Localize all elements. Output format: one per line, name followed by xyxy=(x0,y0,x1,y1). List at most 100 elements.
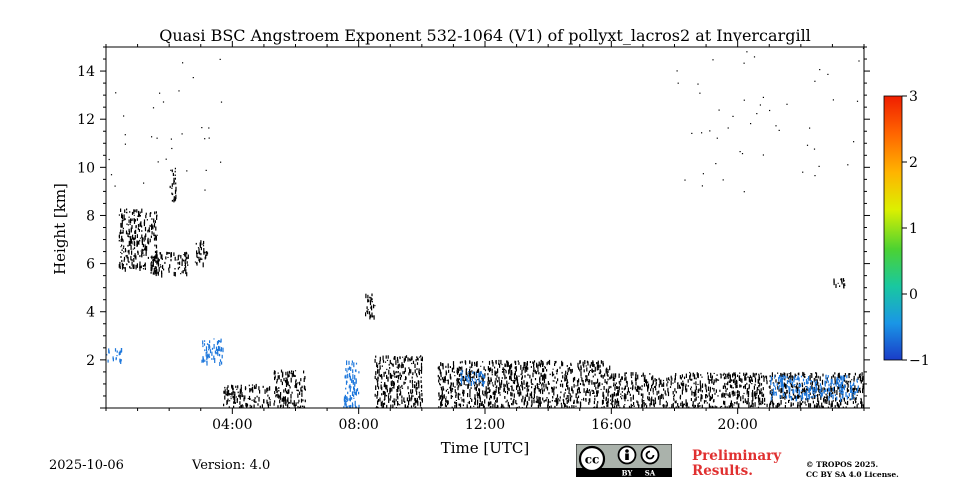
data-pixel xyxy=(488,402,491,405)
data-pixel xyxy=(128,219,130,223)
data-pixel xyxy=(597,401,599,404)
data-pixel xyxy=(752,372,754,377)
data-pixel xyxy=(557,398,559,400)
data-pixel xyxy=(155,251,158,256)
data-pixel xyxy=(496,374,498,378)
data-pixel xyxy=(647,399,649,401)
data-pixel xyxy=(417,380,419,385)
data-pixel xyxy=(141,234,143,239)
noise-pixel xyxy=(676,70,678,72)
data-pixel xyxy=(476,364,478,367)
data-pixel xyxy=(467,393,469,398)
data-pixel xyxy=(274,400,276,403)
preliminary-line-1: Preliminary xyxy=(692,448,782,464)
data-pixel xyxy=(237,391,239,394)
data-pixel xyxy=(766,379,768,381)
data-pixel xyxy=(108,352,110,354)
data-pixel xyxy=(802,388,804,392)
data-pixel xyxy=(384,382,386,388)
data-pixel xyxy=(830,382,832,384)
data-pixel xyxy=(792,388,794,394)
data-pixel xyxy=(284,396,286,401)
data-pixel xyxy=(479,380,482,382)
data-pixel xyxy=(545,386,547,389)
data-pixel xyxy=(731,385,733,389)
data-pixel xyxy=(145,233,147,237)
data-pixel xyxy=(726,383,728,385)
data-pixel xyxy=(659,400,661,406)
data-pixel xyxy=(473,380,475,385)
data-pixel xyxy=(788,386,790,388)
data-pixel xyxy=(795,386,797,389)
data-pixel xyxy=(851,385,853,389)
data-pixel xyxy=(690,379,692,381)
data-pixel xyxy=(473,375,475,379)
data-pixel xyxy=(418,396,420,398)
data-pixel xyxy=(373,315,375,320)
data-pixel xyxy=(675,373,677,376)
data-pixel xyxy=(779,375,781,379)
data-pixel xyxy=(460,374,462,377)
data-pixel xyxy=(223,390,225,394)
data-pixel xyxy=(477,368,479,371)
data-pixel xyxy=(655,381,657,384)
data-pixel xyxy=(602,392,604,396)
data-pixel xyxy=(407,386,409,390)
noise-pixel xyxy=(170,138,172,140)
data-pixel xyxy=(139,261,141,265)
data-pixel xyxy=(503,368,505,370)
data-pixel xyxy=(828,396,830,401)
data-pixel xyxy=(404,358,406,362)
data-pixel xyxy=(121,223,123,228)
data-pixel xyxy=(156,215,158,220)
data-pixel xyxy=(589,364,591,368)
data-pixel xyxy=(577,362,579,368)
data-pixel xyxy=(412,384,414,388)
data-pixel xyxy=(713,388,715,392)
data-pixel xyxy=(206,343,209,345)
data-pixel xyxy=(395,360,397,365)
noise-pixel xyxy=(759,104,761,106)
data-pixel xyxy=(410,397,412,402)
data-pixel xyxy=(468,371,470,373)
data-pixel xyxy=(846,380,848,382)
data-pixel xyxy=(371,293,373,297)
data-pixel xyxy=(680,377,682,380)
data-pixel xyxy=(667,391,670,397)
data-pixel xyxy=(126,254,128,259)
copyright-notice: © TROPOS 2025. CC BY SA 4.0 License. xyxy=(806,460,899,480)
data-pixel xyxy=(503,387,506,392)
data-pixel xyxy=(439,382,441,385)
data-pixel xyxy=(723,372,725,375)
data-pixel xyxy=(757,395,760,400)
data-pixel xyxy=(173,182,175,185)
data-pixel xyxy=(802,389,805,391)
data-pixel xyxy=(386,374,388,379)
data-pixel xyxy=(467,402,469,404)
data-pixel xyxy=(393,384,395,389)
data-pixel xyxy=(255,401,257,403)
data-pixel xyxy=(247,398,249,400)
data-pixel xyxy=(858,388,860,392)
data-pixel xyxy=(350,366,352,371)
data-pixel xyxy=(841,376,843,381)
data-pixel xyxy=(503,383,505,388)
data-pixel xyxy=(223,403,225,407)
data-pixel xyxy=(720,373,722,378)
data-pixel xyxy=(482,394,485,396)
noise-pixel xyxy=(702,173,704,175)
data-pixel xyxy=(758,397,760,403)
data-pixel xyxy=(710,372,712,376)
data-pixel xyxy=(203,240,205,245)
data-pixel xyxy=(343,405,345,408)
data-pixel xyxy=(689,376,691,380)
data-pixel xyxy=(171,192,173,195)
data-pixel xyxy=(668,377,670,381)
data-pixel xyxy=(454,389,456,393)
data-pixel xyxy=(471,378,473,382)
data-pixel xyxy=(533,393,535,399)
data-pixel xyxy=(821,405,823,408)
data-pixel xyxy=(603,406,605,408)
data-pixel xyxy=(369,315,371,320)
data-pixel xyxy=(228,406,230,408)
